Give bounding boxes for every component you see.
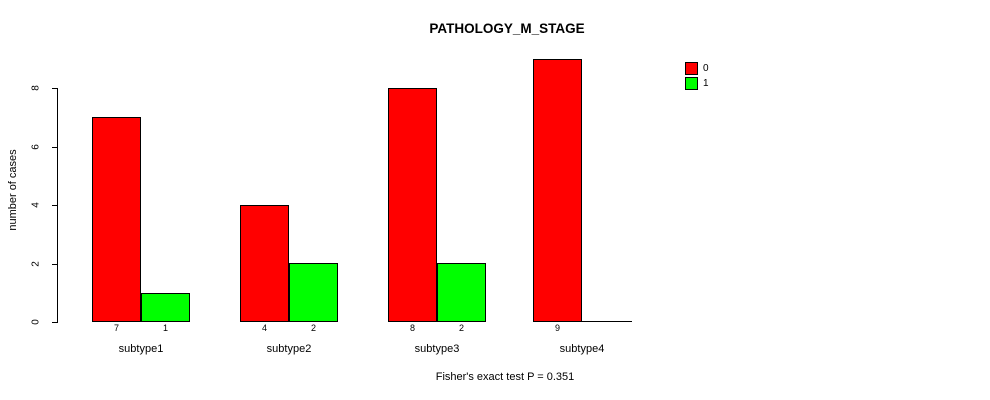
bar-value-label: 2	[310, 323, 317, 333]
legend-label-0: 0	[703, 63, 709, 74]
y-tick-label: 4	[30, 202, 42, 208]
bar-value-label: 4	[261, 323, 268, 333]
y-tick-label: 8	[30, 85, 42, 91]
category-label-subtype2: subtype2	[266, 343, 312, 355]
y-tick-mark	[52, 88, 58, 89]
bar-0-subtype2	[240, 205, 289, 322]
category-label-subtype1: subtype1	[118, 343, 164, 355]
y-tick-mark	[52, 147, 58, 148]
legend-swatch-0	[685, 62, 698, 75]
legend-row-0: 0	[685, 62, 709, 75]
legend-row-1: 1	[685, 77, 709, 90]
bar-value-label: 9	[554, 323, 561, 333]
y-axis-label: number of cases	[7, 149, 19, 231]
legend-swatch-1	[685, 77, 698, 90]
footnote-stat-test: Fisher's exact test P = 0.351	[435, 371, 575, 383]
bar-value-label: 1	[162, 323, 169, 333]
category-label-subtype4: subtype4	[559, 343, 605, 355]
bar-0-subtype3	[388, 88, 437, 322]
y-tick-mark	[52, 205, 58, 206]
y-tick-label: 6	[30, 144, 42, 150]
bar-1-subtype4-zero	[582, 321, 632, 322]
chart-title: PATHOLOGY_M_STAGE	[429, 21, 585, 36]
legend-label-1: 1	[703, 78, 709, 89]
bar-0-subtype1	[92, 117, 141, 322]
y-tick-mark	[52, 264, 58, 265]
bar-value-label: 7	[113, 323, 120, 333]
bar-1-subtype2	[289, 263, 338, 322]
bar-1-subtype1	[141, 293, 190, 322]
bar-1-subtype3	[437, 263, 486, 322]
y-tick-mark	[52, 322, 58, 323]
bar-value-label: 2	[458, 323, 465, 333]
bar-0-subtype4	[533, 59, 582, 322]
y-tick-label: 0	[30, 319, 42, 325]
category-label-subtype3: subtype3	[414, 343, 460, 355]
y-tick-label: 2	[30, 261, 42, 267]
bar-value-label: 8	[409, 323, 416, 333]
